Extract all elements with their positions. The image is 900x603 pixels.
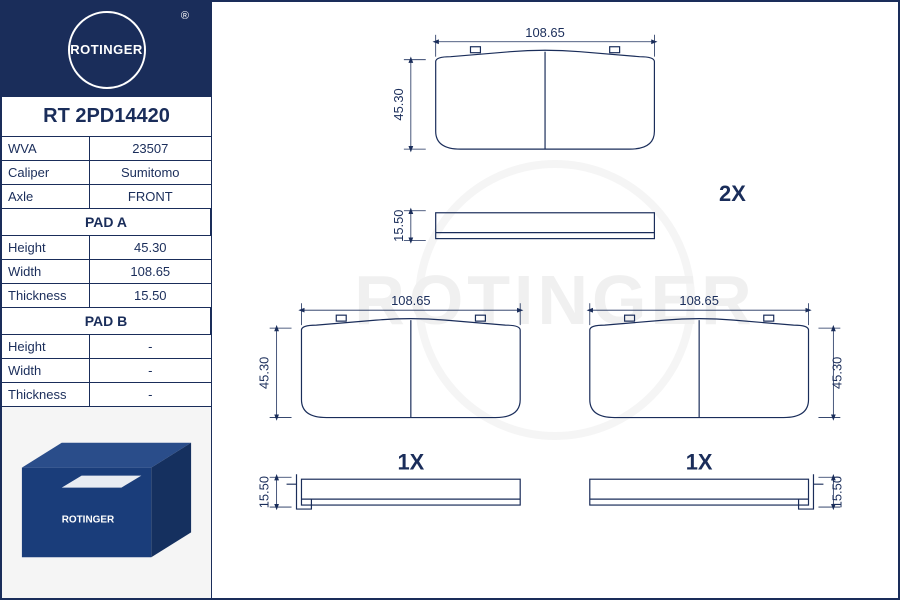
diagram-area: ROTINGER 108.65 45.30	[212, 2, 898, 598]
dim-thickness: 15.50	[829, 476, 844, 508]
qty-label: 1X	[397, 449, 424, 474]
spec-row: WVA23507	[2, 137, 211, 161]
part-number: RT 2PD14420	[2, 97, 211, 137]
product-datasheet: ROTINGER ® RT 2PD14420 WVA23507 CaliperS…	[0, 0, 900, 600]
dim-width: 108.65	[679, 293, 718, 308]
spec-row: CaliperSumitomo	[2, 161, 211, 185]
svg-text:ROTINGER: ROTINGER	[62, 514, 114, 525]
spec-row: Width-	[2, 359, 211, 383]
spec-column: ROTINGER ® RT 2PD14420 WVA23507 CaliperS…	[2, 2, 212, 598]
qty-label: 1X	[686, 449, 713, 474]
registered-icon: ®	[181, 10, 189, 22]
package-illustration: ROTINGER	[2, 407, 211, 598]
technical-diagram: 108.65 45.30 15.50 2X 108.65	[212, 2, 898, 599]
pad-b-header: PAD B	[2, 308, 211, 335]
dim-thickness: 15.50	[391, 210, 406, 242]
dim-height: 45.30	[257, 357, 272, 389]
spec-row: AxleFRONT	[2, 185, 211, 209]
brand-logo: ROTINGER ®	[2, 2, 211, 97]
dim-height: 45.30	[829, 357, 844, 389]
brand-name: ROTINGER	[70, 42, 143, 57]
spec-row: Width108.65	[2, 260, 211, 284]
dim-width: 108.65	[525, 25, 564, 40]
dim-thickness: 15.50	[257, 476, 272, 508]
spec-row: Height-	[2, 335, 211, 359]
pad-a-header: PAD A	[2, 209, 211, 236]
spec-row: Height45.30	[2, 236, 211, 260]
dim-height: 45.30	[391, 88, 406, 120]
qty-label: 2X	[719, 181, 746, 206]
spec-row: Thickness15.50	[2, 284, 211, 308]
spec-table: WVA23507 CaliperSumitomo AxleFRONT PAD A…	[2, 137, 211, 407]
dim-width: 108.65	[391, 293, 430, 308]
spec-row: Thickness-	[2, 383, 211, 407]
